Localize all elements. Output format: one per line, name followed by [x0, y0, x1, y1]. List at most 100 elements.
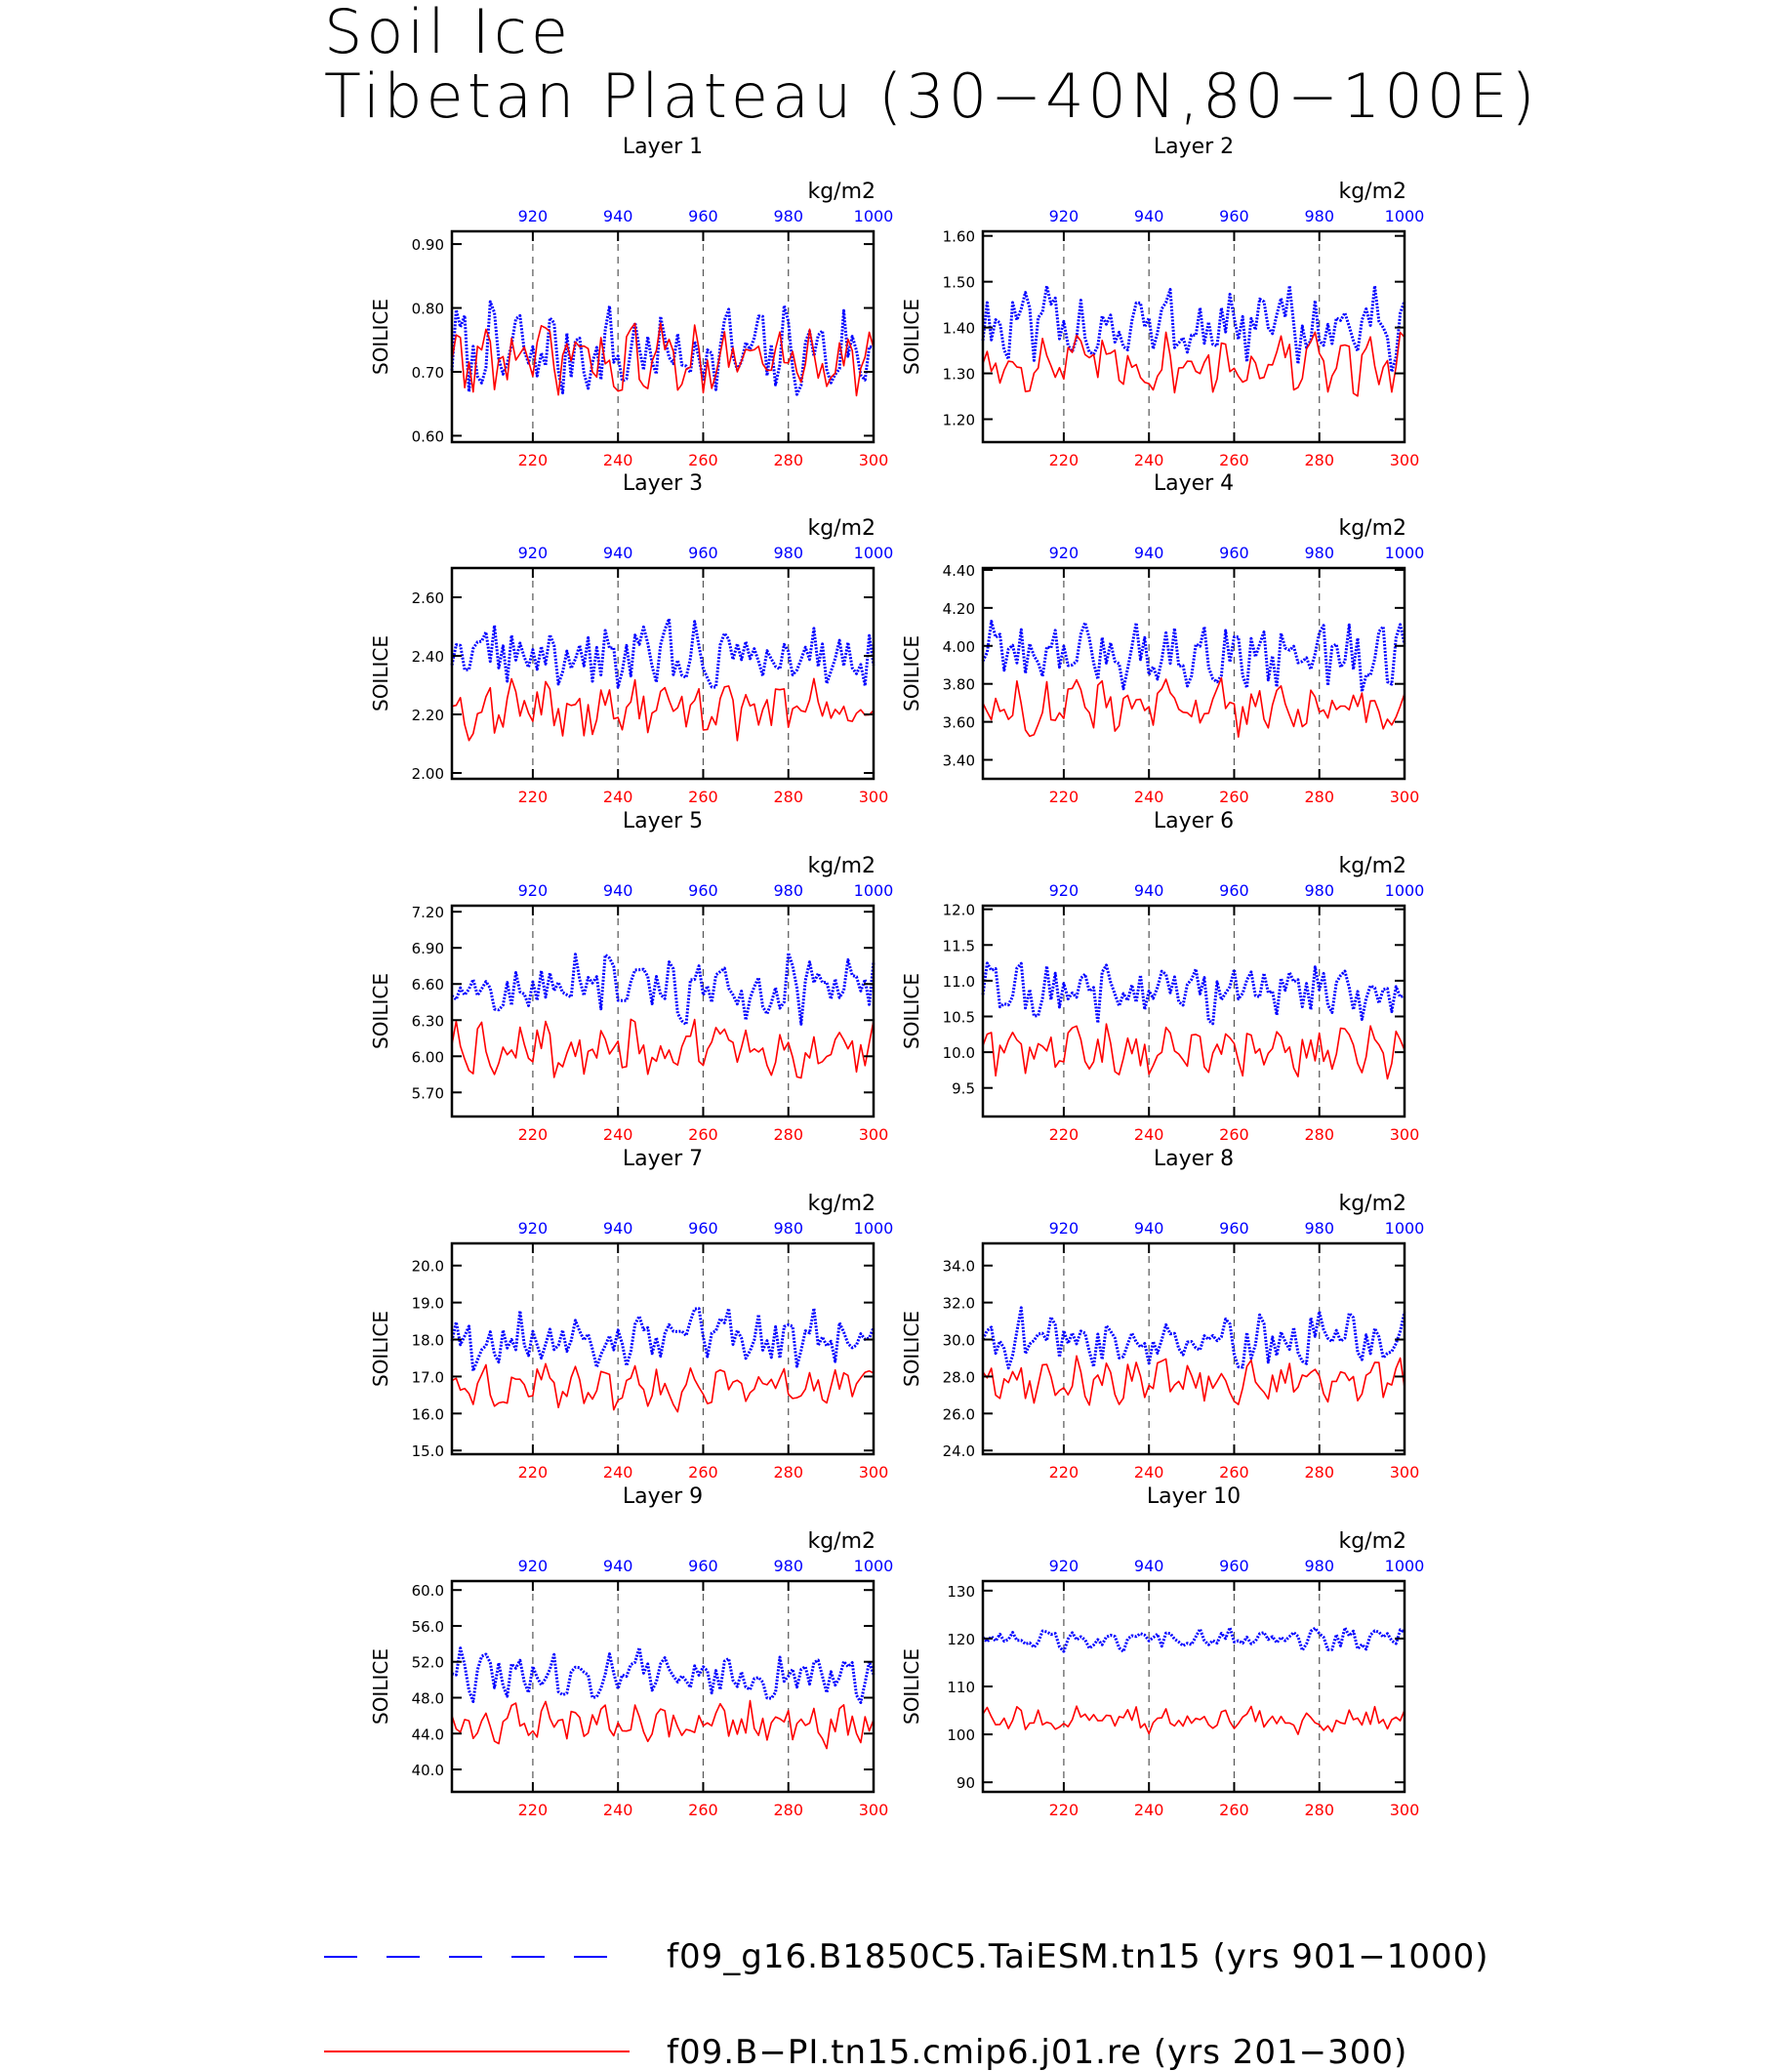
x-tick-label-bottom: 280 — [1304, 1463, 1334, 1482]
title-line-1: Soil Ice — [324, 0, 572, 67]
y-tick-label: 30.0 — [943, 1332, 975, 1350]
x-tick-label-top: 940 — [603, 1557, 633, 1575]
y-tick-label: 6.00 — [412, 1048, 444, 1066]
unit-label: kg/m2 — [1338, 1192, 1406, 1216]
y-tick-label: 32.0 — [943, 1295, 975, 1313]
y-tick-label: 10.5 — [943, 1008, 975, 1026]
y-tick-label: 2.40 — [412, 648, 444, 666]
y-tick-label: 6.30 — [412, 1012, 444, 1030]
series-line-bottom — [451, 677, 875, 742]
y-tick-label: 56.0 — [412, 1618, 444, 1636]
x-tick-label-top: 920 — [518, 881, 549, 900]
panel-title: Layer 9 — [623, 1484, 703, 1509]
x-tick-label-top: 1000 — [854, 1219, 894, 1238]
series-line-top — [981, 961, 1405, 1026]
plot-frame — [450, 1241, 876, 1456]
panel-title: Layer 3 — [623, 471, 703, 496]
x-tick-label-bottom: 300 — [859, 1463, 889, 1482]
x-tick-label-top: 940 — [603, 207, 633, 225]
x-tick-label-top: 940 — [1134, 544, 1164, 562]
y-axis-label: SOILICE — [369, 1648, 392, 1725]
x-tick-label-bottom: 300 — [1390, 1125, 1420, 1144]
panel-title: Layer 7 — [623, 1147, 703, 1171]
series-line-top — [981, 284, 1406, 374]
x-tick-label-bottom: 240 — [603, 1463, 633, 1482]
y-tick-label: 6.60 — [412, 976, 444, 994]
x-tick-label-top: 1000 — [854, 881, 894, 900]
y-tick-label: 5.70 — [412, 1084, 444, 1102]
x-tick-label-bottom: 240 — [603, 788, 633, 806]
x-tick-label-top: 1000 — [1385, 1557, 1425, 1575]
figure-title: Soil Ice Tibetan Plateau (30−40N,80−100E… — [324, 0, 1539, 129]
y-tick-label: 4.20 — [943, 600, 975, 618]
series-line-top — [450, 300, 875, 396]
plot-frame — [981, 566, 1406, 781]
x-tick-label-top: 960 — [688, 207, 718, 225]
y-axis-label: SOILICE — [900, 635, 923, 711]
x-tick-label-bottom: 220 — [518, 1463, 549, 1482]
x-tick-label-bottom: 300 — [859, 1801, 889, 1819]
x-tick-label-bottom: 220 — [1049, 788, 1079, 806]
y-tick-label: 24.0 — [943, 1442, 975, 1460]
y-tick-label: 18.0 — [412, 1332, 444, 1350]
y-axis-label: SOILICE — [369, 635, 392, 711]
y-tick-label: 2.20 — [412, 707, 444, 724]
y-tick-label: 9.5 — [952, 1080, 975, 1098]
x-tick-label-bottom: 240 — [603, 1125, 633, 1144]
x-tick-label-top: 920 — [1049, 881, 1079, 900]
series-line-bottom — [451, 322, 875, 397]
x-tick-label-bottom: 260 — [1219, 1125, 1249, 1144]
x-tick-label-top: 1000 — [1385, 544, 1425, 562]
unit-label: kg/m2 — [1338, 1529, 1406, 1554]
y-tick-label: 1.50 — [943, 274, 975, 292]
x-tick-label-bottom: 260 — [1219, 1463, 1249, 1482]
y-tick-label: 0.80 — [412, 301, 444, 318]
x-tick-label-bottom: 240 — [1134, 1463, 1164, 1482]
x-tick-label-bottom: 220 — [1049, 451, 1079, 469]
series-line-top — [451, 951, 876, 1027]
series-line-bottom — [982, 331, 1405, 397]
x-tick-label-top: 980 — [773, 881, 803, 900]
x-tick-label-top: 940 — [1134, 1557, 1164, 1575]
x-tick-label-top: 960 — [688, 1219, 718, 1238]
x-tick-label-bottom: 280 — [773, 1463, 803, 1482]
y-tick-label: 1.60 — [943, 228, 975, 246]
y-tick-label: 3.40 — [943, 752, 975, 770]
x-tick-label-bottom: 220 — [518, 1125, 549, 1144]
x-tick-label-bottom: 300 — [1390, 1801, 1420, 1819]
y-axis-label: SOILICE — [900, 1311, 923, 1387]
x-tick-label-top: 940 — [603, 881, 633, 900]
x-tick-label-bottom: 240 — [1134, 788, 1164, 806]
x-tick-label-top: 960 — [1219, 544, 1249, 562]
x-tick-label-bottom: 220 — [518, 788, 549, 806]
y-tick-label: 2.00 — [412, 765, 444, 783]
panel-title: Layer 2 — [1154, 135, 1234, 159]
plot-frame — [450, 904, 876, 1118]
unit-label: kg/m2 — [807, 1192, 876, 1216]
plot-frame — [450, 566, 876, 781]
x-tick-label-top: 980 — [1304, 1557, 1334, 1575]
y-tick-label: 3.80 — [943, 676, 975, 694]
x-tick-label-top: 920 — [1049, 1219, 1079, 1238]
x-tick-label-bottom: 300 — [1390, 1463, 1420, 1482]
x-tick-label-bottom: 240 — [603, 1801, 633, 1819]
x-tick-label-bottom: 240 — [1134, 451, 1164, 469]
panel-title: Layer 5 — [623, 809, 703, 833]
y-tick-label: 1.20 — [943, 412, 975, 429]
y-tick-label: 0.70 — [412, 364, 444, 382]
x-tick-label-top: 980 — [773, 1219, 803, 1238]
x-tick-label-top: 920 — [518, 1557, 549, 1575]
y-tick-label: 34.0 — [943, 1258, 975, 1276]
y-tick-label: 130 — [947, 1583, 975, 1601]
x-tick-label-bottom: 260 — [688, 788, 718, 806]
y-tick-label: 4.40 — [943, 562, 975, 580]
unit-label: kg/m2 — [1338, 854, 1406, 878]
series-line-top — [981, 620, 1406, 694]
x-tick-label-top: 940 — [603, 1219, 633, 1238]
unit-label: kg/m2 — [807, 1529, 876, 1554]
unit-label: kg/m2 — [1338, 180, 1406, 204]
x-tick-label-top: 980 — [1304, 881, 1334, 900]
x-tick-label-bottom: 300 — [1390, 451, 1420, 469]
x-tick-label-bottom: 260 — [688, 1125, 718, 1144]
x-tick-label-top: 960 — [1219, 1219, 1249, 1238]
